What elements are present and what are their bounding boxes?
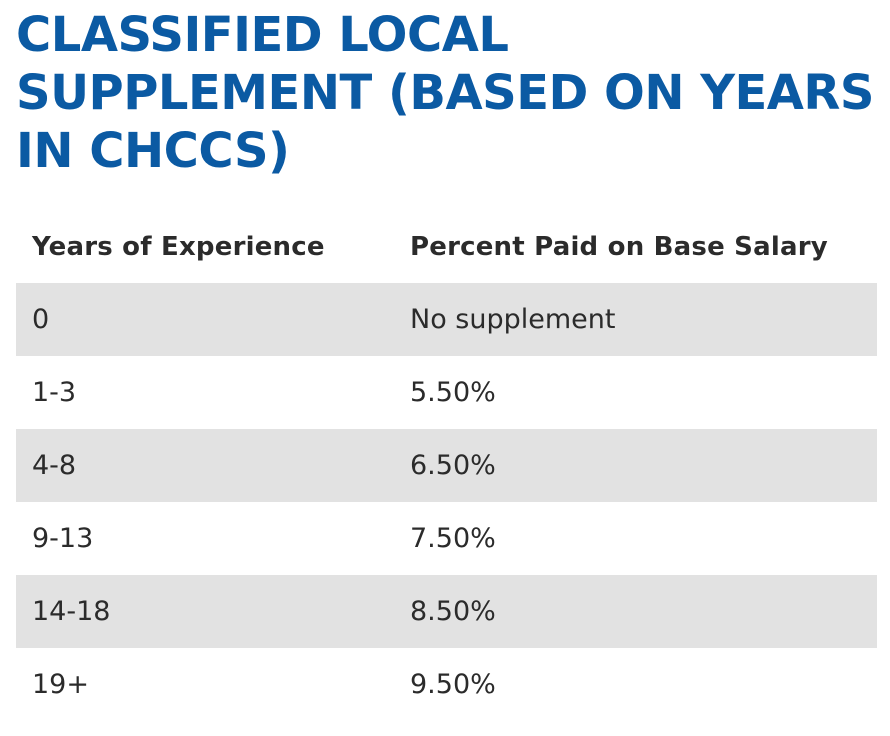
percent-cell: 7.50%	[410, 523, 496, 554]
table-row: 4-8 6.50%	[16, 429, 877, 502]
percent-cell: No supplement	[410, 304, 616, 335]
years-cell: 1-3	[32, 377, 77, 408]
table-row: 14-18 8.50%	[16, 575, 877, 648]
header-years-of-experience: Years of Experience	[32, 231, 325, 262]
years-cell: 0	[32, 304, 50, 335]
table-row: 0 No supplement	[16, 283, 877, 356]
table-row: 9-13 7.50%	[16, 502, 877, 575]
years-cell: 4-8	[32, 450, 77, 481]
table-body: 0 No supplement 1-3 5.50% 4-8 6.50% 9-13…	[16, 283, 877, 721]
years-cell: 9-13	[32, 523, 94, 554]
header-row: Years of Experience Percent Paid on Base…	[16, 210, 877, 283]
table-row: 1-3 5.50%	[16, 356, 877, 429]
years-cell: 19+	[32, 669, 89, 700]
years-cell: 14-18	[32, 596, 111, 627]
supplement-table: Years of Experience Percent Paid on Base…	[16, 210, 877, 721]
table-header: Years of Experience Percent Paid on Base…	[16, 210, 877, 283]
percent-cell: 9.50%	[410, 669, 496, 700]
table-row: 19+ 9.50%	[16, 648, 877, 721]
page-title: CLASSIFIED LOCAL SUPPLEMENT (BASED ON YE…	[16, 7, 874, 179]
header-percent-paid: Percent Paid on Base Salary	[410, 231, 828, 262]
percent-cell: 5.50%	[410, 377, 496, 408]
percent-cell: 6.50%	[410, 450, 496, 481]
percent-cell: 8.50%	[410, 596, 496, 627]
